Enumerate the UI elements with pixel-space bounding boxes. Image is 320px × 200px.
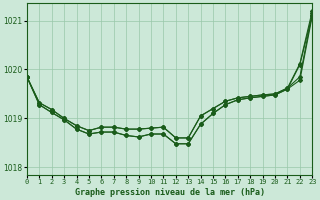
X-axis label: Graphe pression niveau de la mer (hPa): Graphe pression niveau de la mer (hPa) — [75, 188, 265, 197]
